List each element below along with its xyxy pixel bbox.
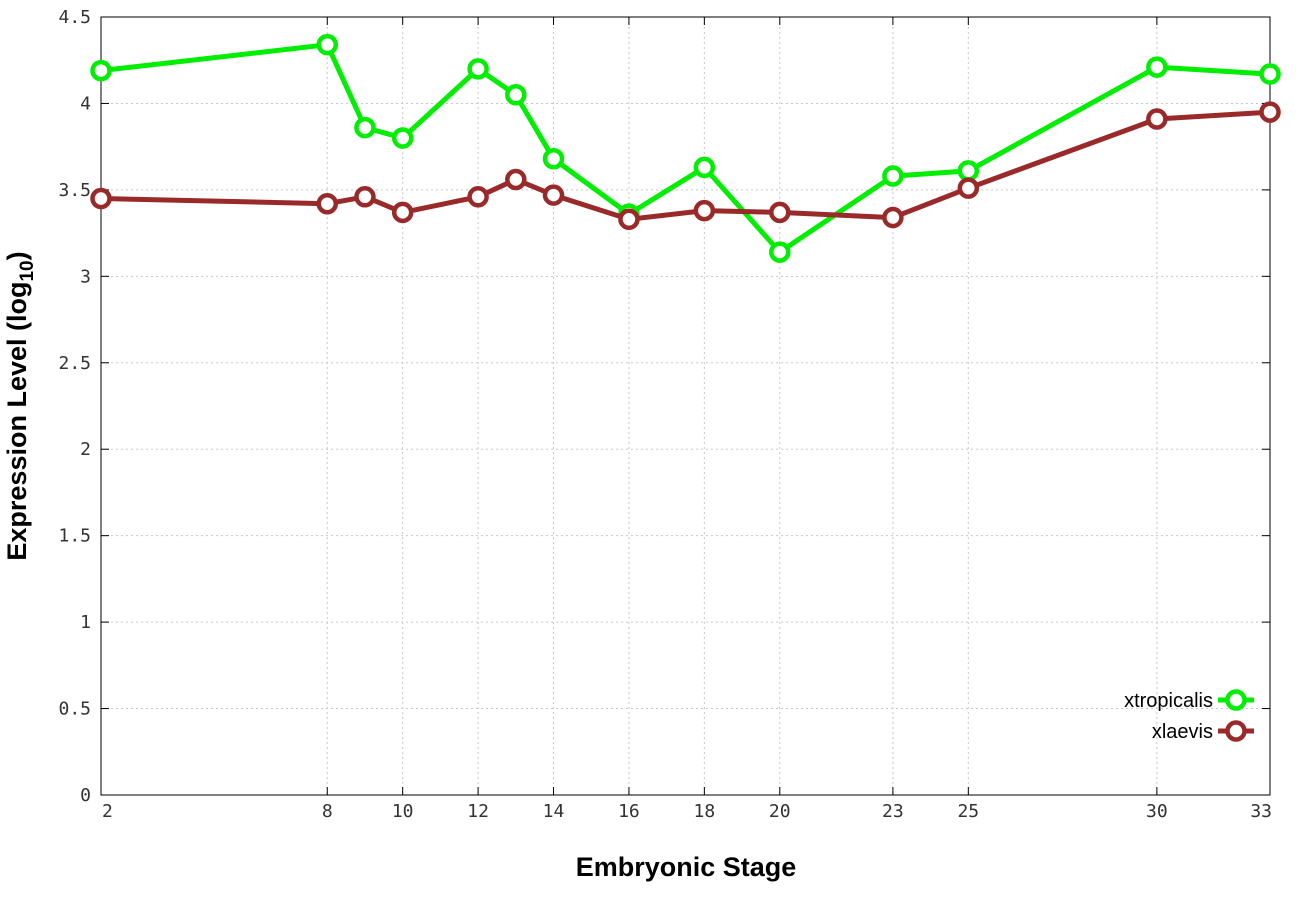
- xtropicalis-point: [1259, 63, 1281, 85]
- y-tick-label: 4.5: [58, 7, 91, 28]
- xtropicalis-point: [693, 156, 716, 179]
- xtropicalis-point: [90, 59, 112, 82]
- x-tick-label: 10: [392, 801, 414, 822]
- x-tick-label: 12: [467, 801, 489, 822]
- legend-label-xtropicalis: xtropicalis: [1124, 690, 1213, 712]
- y-tick-label: 1.5: [58, 526, 91, 547]
- xlaevis-point: [618, 208, 640, 231]
- legend-swatch-marker-xlaevis: [1225, 720, 1247, 742]
- xtropicalis-point: [316, 33, 339, 56]
- y-tick-label: 3.5: [58, 180, 91, 201]
- legend: xtropicalis xlaevis: [1124, 689, 1254, 743]
- x-tick-label: 8: [322, 801, 333, 822]
- xlaevis-point: [1259, 101, 1281, 123]
- xtropicalis-point: [882, 165, 904, 187]
- xlaevis-point: [316, 192, 339, 215]
- xtropicalis-point: [1146, 56, 1168, 78]
- y-axis-title-close: ): [2, 251, 32, 260]
- y-tick-label: 1: [80, 612, 91, 633]
- xtropicalis-point: [505, 84, 527, 106]
- y-tick-label: 2: [80, 439, 91, 460]
- xlaevis-point: [882, 206, 904, 229]
- x-tick-label: 30: [1146, 801, 1168, 822]
- legend-swatch-marker-xtropicalis: [1225, 689, 1247, 711]
- x-tick-label: 16: [618, 801, 640, 822]
- xtropicalis-point: [391, 127, 414, 149]
- axis-ticks: 0 0.5 1 1.5 2 2.5 3 3.5 4 4.5 2 8 10 12 14 16 18 20 23 25 30…: [58, 7, 1272, 822]
- xtropicalis-point: [542, 148, 565, 170]
- xlaevis-point: [957, 177, 980, 199]
- y-axis-title-subscript: 10: [17, 260, 38, 281]
- xlaevis-point: [769, 201, 791, 224]
- x-tick-label: 33: [1250, 801, 1272, 822]
- xlaevis-point: [505, 168, 527, 191]
- y-tick-label: 3: [80, 266, 91, 287]
- plot-frame: [100, 16, 1271, 796]
- xlaevis-series-line: [100, 109, 1271, 222]
- y-axis-title: Expression Level (log10): [2, 251, 38, 560]
- x-axis-title: Embryonic Stage: [576, 852, 797, 882]
- x-tick-label: 18: [694, 801, 716, 822]
- y-tick-label: 0: [80, 785, 91, 806]
- x-tick-label: 20: [769, 801, 791, 822]
- y-axis-title-main: Expression Level (log: [2, 282, 32, 561]
- xtropicalis-point: [957, 160, 980, 182]
- x-tick-label: 23: [882, 801, 904, 822]
- xlaevis-point: [391, 201, 414, 224]
- xlaevis-point: [354, 186, 376, 208]
- x-tick-label: 25: [957, 801, 979, 822]
- xtropicalis-point: [467, 58, 489, 80]
- xlaevis-point: [542, 184, 565, 206]
- x-tick-label: 2: [102, 801, 113, 822]
- series-lines: [90, 33, 1281, 263]
- grid: [101, 17, 1270, 795]
- xlaevis-point: [90, 187, 112, 210]
- y-tick-label: 4: [80, 93, 91, 114]
- xtropicalis-point: [769, 241, 791, 263]
- xlaevis-point: [467, 186, 489, 208]
- y-tick-label: 2.5: [58, 353, 91, 374]
- xlaevis-point: [1146, 108, 1168, 130]
- legend-label-xlaevis: xlaevis: [1152, 721, 1213, 743]
- xtropicalis-series-line: [100, 42, 1271, 255]
- xtropicalis-point: [354, 116, 376, 139]
- y-tick-label: 0.5: [58, 699, 91, 720]
- x-tick-label: 14: [543, 801, 565, 822]
- xlaevis-point: [693, 199, 716, 222]
